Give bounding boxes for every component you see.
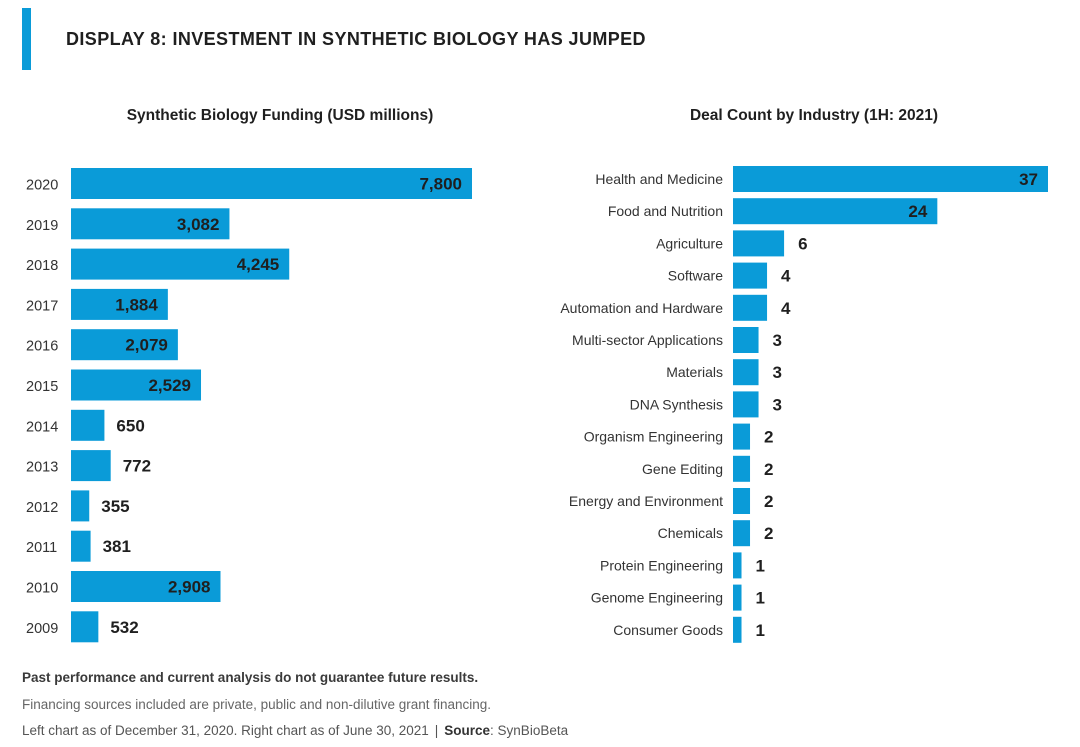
- deal-count-bar: [733, 455, 751, 482]
- deal-count-bar: [733, 520, 751, 547]
- funding-bar: [71, 530, 91, 562]
- year-label: 2011: [26, 540, 57, 556]
- financing-note: Financing sources included are private, …: [22, 697, 492, 712]
- funding-value-label: 1,884: [115, 295, 158, 314]
- funding-value-label: 381: [103, 537, 131, 556]
- funding-bar: [71, 248, 290, 280]
- funding-value-label: 772: [123, 457, 151, 476]
- funding-bar-chart: 2020 7,800 2019 3,082 2018 4,245 2017 1,884 2016…: [26, 168, 472, 643]
- funding-bar: [71, 329, 178, 361]
- industry-label: Multi-sector Applications: [572, 332, 723, 348]
- deal-count-bar: [733, 359, 759, 386]
- year-label: 2013: [26, 460, 58, 476]
- accent-bar: [22, 8, 31, 70]
- deal-count-value-label: 4: [781, 299, 791, 318]
- funding-bar: [71, 208, 230, 240]
- deal-count-value-label: 1: [756, 621, 765, 640]
- deal-count-value-label: 6: [798, 234, 807, 253]
- deal-count-bar: [733, 294, 768, 321]
- source-label: Source: [444, 723, 491, 738]
- deal-count-bar: [733, 262, 768, 289]
- source-value: : SynBioBeta: [490, 723, 569, 738]
- deal-count-bar: [733, 488, 751, 514]
- deal-count-bar: [733, 391, 759, 418]
- right-chart-title: Deal Count by Industry (1H: 2021): [689, 107, 939, 124]
- deal-count-value-label: 2: [764, 524, 773, 543]
- deal-count-bar: [733, 166, 1048, 192]
- industry-label: Health and Medicine: [595, 171, 723, 187]
- funding-bar: [71, 369, 202, 401]
- deal-count-value-label: 1: [756, 589, 765, 608]
- funding-bar: [71, 611, 99, 643]
- separator: |: [434, 723, 439, 738]
- year-label: 2009: [26, 621, 58, 637]
- deal-count-value-label: 2: [764, 492, 773, 511]
- deal-count-bar: [733, 327, 759, 353]
- left-chart-title: Synthetic Biology Funding (USD millions): [126, 107, 434, 124]
- deal-count-bar: [733, 552, 742, 579]
- year-label: 2019: [26, 218, 58, 234]
- year-label: 2012: [26, 500, 58, 516]
- deal-count-bar: [733, 616, 742, 643]
- display-title: DISPLAY 8: INVESTMENT IN SYNTHETIC BIOLO…: [66, 29, 646, 49]
- deal-count-value-label: 2: [764, 460, 773, 479]
- deal-count-bar: [733, 198, 938, 225]
- industry-label: Materials: [666, 364, 723, 380]
- year-label: 2018: [26, 258, 58, 274]
- as-of-text: Left chart as of December 31, 2020. Righ…: [22, 723, 429, 738]
- deal-count-value-label: 2: [764, 428, 773, 447]
- deal-count-bar: [733, 423, 751, 450]
- industry-label: Software: [668, 268, 723, 284]
- deal-count-bar-chart: Health and Medicine 37 Food and Nutrition 2…: [560, 166, 1048, 643]
- funding-value-label: 2,908: [168, 578, 211, 597]
- deal-count-value-label: 3: [773, 331, 782, 350]
- funding-value-label: 7,800: [419, 175, 462, 194]
- industry-label: Energy and Environment: [569, 493, 723, 509]
- funding-value-label: 532: [110, 618, 138, 637]
- year-label: 2016: [26, 339, 58, 355]
- funding-bar: [71, 571, 221, 602]
- funding-value-label: 4,245: [237, 255, 280, 274]
- deal-count-value-label: 24: [908, 202, 927, 221]
- source-note: Left chart as of December 31, 2020. Righ…: [22, 723, 568, 738]
- funding-value-label: 355: [101, 497, 129, 516]
- funding-value-label: 3,082: [177, 215, 220, 234]
- industry-label: Gene Editing: [642, 461, 723, 477]
- funding-value-label: 2,529: [148, 376, 191, 395]
- year-label: 2015: [26, 379, 58, 395]
- industry-label: Genome Engineering: [591, 590, 723, 606]
- year-label: 2017: [26, 298, 58, 314]
- deal-count-bar: [733, 230, 785, 257]
- year-label: 2020: [26, 178, 58, 194]
- industry-label: Automation and Hardware: [560, 300, 723, 316]
- funding-bar: [71, 168, 472, 199]
- industry-label: Chemicals: [658, 525, 723, 541]
- deal-count-value-label: 3: [773, 363, 782, 382]
- deal-count-value-label: 3: [773, 395, 782, 414]
- deal-count-bar: [733, 584, 742, 611]
- funding-value-label: 2,079: [125, 336, 168, 355]
- disclaimer-note: Past performance and current analysis do…: [22, 670, 479, 685]
- industry-label: Consumer Goods: [613, 622, 723, 638]
- deal-count-value-label: 1: [756, 556, 765, 575]
- funding-bar: [71, 450, 111, 482]
- funding-bar: [71, 490, 90, 522]
- industry-label: Agriculture: [656, 235, 723, 251]
- deal-count-value-label: 37: [1019, 170, 1038, 189]
- deal-count-value-label: 4: [781, 267, 791, 286]
- industry-label: DNA Synthesis: [630, 396, 723, 412]
- year-label: 2010: [26, 581, 58, 597]
- year-label: 2014: [26, 419, 58, 435]
- funding-value-label: 650: [116, 416, 144, 435]
- industry-label: Food and Nutrition: [608, 203, 723, 219]
- industry-label: Organism Engineering: [584, 429, 723, 445]
- industry-label: Protein Engineering: [600, 557, 723, 573]
- funding-bar: [71, 409, 105, 441]
- funding-bar: [71, 288, 168, 320]
